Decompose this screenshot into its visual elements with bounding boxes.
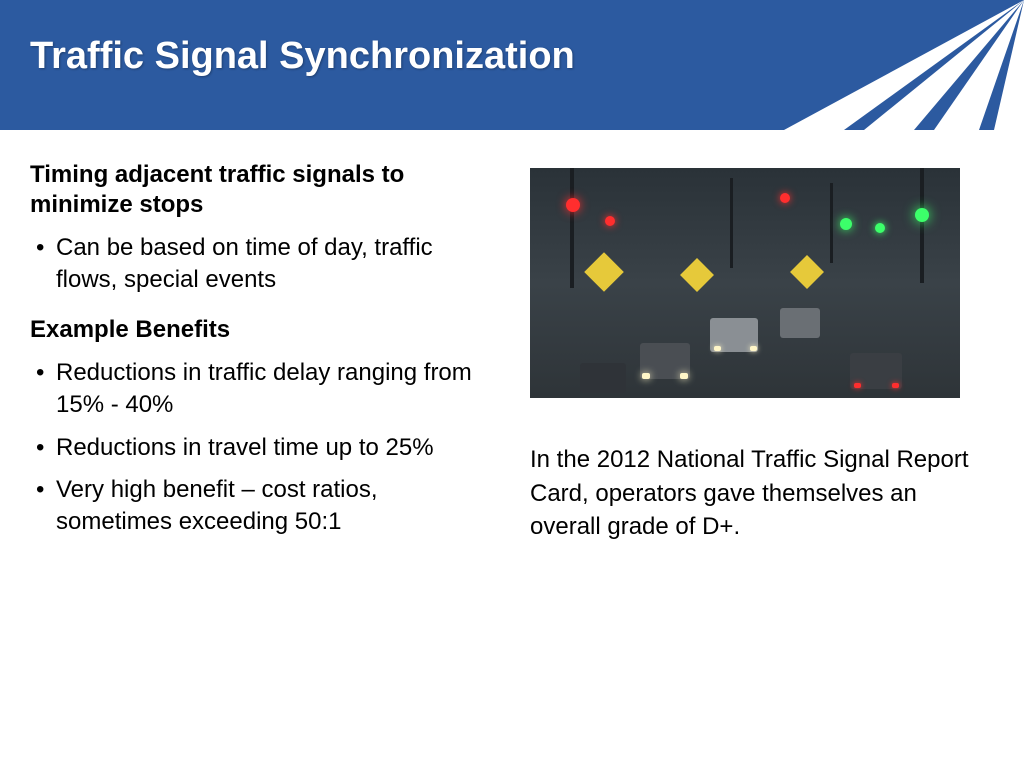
left-column: Timing adjacent traffic signals to minim… (30, 160, 490, 557)
list-item: Reductions in travel time up to 25% (30, 432, 490, 464)
slide-body: Timing adjacent traffic signals to minim… (0, 130, 1024, 557)
image-caption: In the 2012 National Traffic Signal Repo… (530, 443, 994, 544)
list-item: Reductions in traffic delay ranging from… (30, 357, 490, 422)
right-column: In the 2012 National Traffic Signal Repo… (530, 160, 994, 557)
bullet-list-2: Reductions in traffic delay ranging from… (30, 357, 490, 539)
subheading-timing: Timing adjacent traffic signals to minim… (30, 160, 490, 220)
slide-header: Traffic Signal Synchronization (0, 0, 1024, 130)
subheading-benefits: Example Benefits (30, 315, 490, 345)
list-item: Very high benefit – cost ratios, sometim… (30, 474, 490, 539)
header-rays-graphic (704, 0, 1024, 130)
bullet-list-1: Can be based on time of day, traffic flo… (30, 232, 490, 297)
list-item: Can be based on time of day, traffic flo… (30, 232, 490, 297)
traffic-photo-placeholder (530, 168, 960, 398)
